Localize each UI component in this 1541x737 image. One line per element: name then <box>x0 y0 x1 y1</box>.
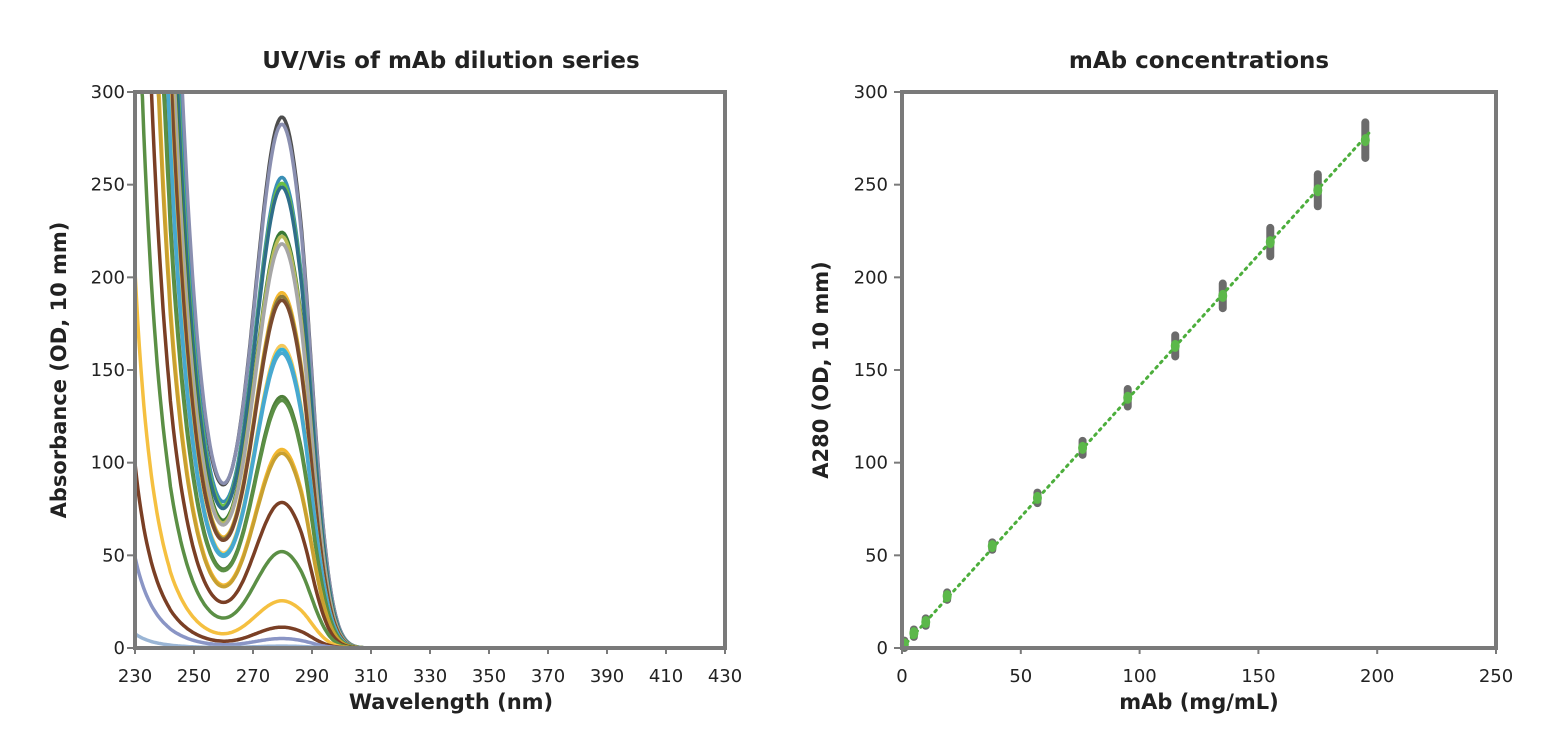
concentration-chart-title: mAb concentrations <box>1069 48 1329 74</box>
uv-vis-y-tick-label: 250 <box>91 175 125 196</box>
uv-vis-x-tick-label: 350 <box>472 666 506 687</box>
linear-fit-line <box>900 130 1372 650</box>
spectrum-series-17 <box>157 92 725 648</box>
data-point-11 <box>1265 236 1275 249</box>
uv-vis-y-tick-label: 200 <box>91 267 125 288</box>
uv-vis-x-tick-label: 390 <box>590 666 624 687</box>
spectrum-series-23 <box>135 556 725 648</box>
spectrum-series-3 <box>177 92 725 648</box>
concentration-y-tick-label: 50 <box>865 545 888 566</box>
uv-vis-chart-title: UV/Vis of mAb dilution series <box>262 48 639 74</box>
uv-vis-x-tick-label: 310 <box>354 666 388 687</box>
concentration-x-tick-label: 50 <box>1009 666 1032 687</box>
data-point-6 <box>1032 491 1042 504</box>
data-point-3 <box>921 616 931 629</box>
uv-vis-y-tick-label: 150 <box>91 360 125 381</box>
uv-vis-plot-frame <box>133 90 727 650</box>
data-point-5 <box>987 540 997 553</box>
concentration-plot-area <box>899 118 1372 652</box>
uv-vis-y-tick-label: 0 <box>114 638 125 659</box>
data-point-2 <box>909 627 919 640</box>
data-point-13 <box>1360 134 1370 147</box>
spectrum-series-9 <box>170 92 725 648</box>
spectrum-series-6 <box>173 92 725 648</box>
spectrum-series-7 <box>173 92 725 648</box>
uv-vis-y-tick-label: 300 <box>91 82 125 103</box>
data-point-10 <box>1218 289 1228 302</box>
uv-vis-x-tick-label: 410 <box>649 666 683 687</box>
uv-vis-x-tick-label: 270 <box>236 666 270 687</box>
concentration-y-tick-label: 100 <box>854 453 888 474</box>
uv-vis-x-tick-label: 330 <box>413 666 447 687</box>
spectrum-series-2 <box>180 92 725 648</box>
spectrum-series-20 <box>140 92 725 648</box>
spectrum-series-14 <box>166 92 725 648</box>
concentration-y-tick-label: 0 <box>877 638 888 659</box>
data-point-8 <box>1123 391 1133 404</box>
concentration-y-tick-label: 200 <box>854 267 888 288</box>
spectrum-series-11 <box>169 92 725 648</box>
uv-vis-y-axis-title: Absorbance (OD, 10 mm) <box>47 222 71 519</box>
uv-vis-x-tick-label: 430 <box>708 666 742 687</box>
concentration-x-tick-label: 250 <box>1479 666 1513 687</box>
concentration-x-tick-label: 0 <box>896 666 907 687</box>
concentration-y-axis-title: A280 (OD, 10 mm) <box>809 261 833 478</box>
data-point-7 <box>1078 441 1088 454</box>
spectrum-series-12 <box>166 92 725 648</box>
concentration-chart: mAb concentrations 0 50 100 150 200 250 0 50 10… <box>809 48 1513 714</box>
uv-vis-y-ticks: 0 50 100 150 200 250 300 <box>91 82 135 659</box>
concentration-x-tick-label: 100 <box>1122 666 1156 687</box>
uv-vis-chart: UV/Vis of mAb dilution series 230 250 270 2… <box>47 48 742 714</box>
data-point-12 <box>1313 184 1323 197</box>
uv-vis-y-tick-label: 100 <box>91 453 125 474</box>
concentration-x-tick-label: 200 <box>1360 666 1394 687</box>
concentration-x-tick-label: 150 <box>1241 666 1275 687</box>
uv-vis-plot-area <box>135 92 725 648</box>
spectrum-series-21 <box>135 271 725 648</box>
data-point-9 <box>1170 339 1180 352</box>
uv-vis-x-tick-label: 370 <box>531 666 565 687</box>
spectrum-series-22 <box>135 463 725 648</box>
spectrum-series-4 <box>176 92 725 648</box>
concentration-plot-frame <box>900 90 1498 650</box>
concentration-y-tick-label: 250 <box>854 175 888 196</box>
uv-vis-x-tick-label: 250 <box>177 666 211 687</box>
spectrum-series-15 <box>162 92 725 648</box>
concentration-y-ticks: 0 50 100 150 200 250 300 <box>854 82 902 659</box>
spectrum-series-13 <box>166 92 725 648</box>
spectrum-series-16 <box>161 92 725 648</box>
data-point-4 <box>942 590 952 603</box>
concentration-y-tick-label: 300 <box>854 82 888 103</box>
uv-vis-x-tick-label: 290 <box>295 666 329 687</box>
spectrum-series-10 <box>170 92 725 648</box>
uv-vis-y-tick-label: 50 <box>102 545 125 566</box>
concentration-y-tick-label: 150 <box>854 360 888 381</box>
spectrum-series-19 <box>149 92 725 648</box>
spectrum-series-8 <box>172 92 725 648</box>
concentration-x-ticks: 0 50 100 150 200 250 <box>896 648 1513 687</box>
spectrum-series-1 <box>179 92 725 648</box>
uv-vis-x-axis-title: Wavelength (nm) <box>349 690 553 714</box>
concentration-x-axis-title: mAb (mg/mL) <box>1119 690 1279 714</box>
spectrum-series-18 <box>156 92 725 648</box>
spectrum-series-5 <box>175 92 725 648</box>
uv-vis-x-tick-label: 230 <box>118 666 152 687</box>
uv-vis-x-ticks: 230 250 270 290 310 330 350 370 390 410 430 <box>118 648 742 687</box>
